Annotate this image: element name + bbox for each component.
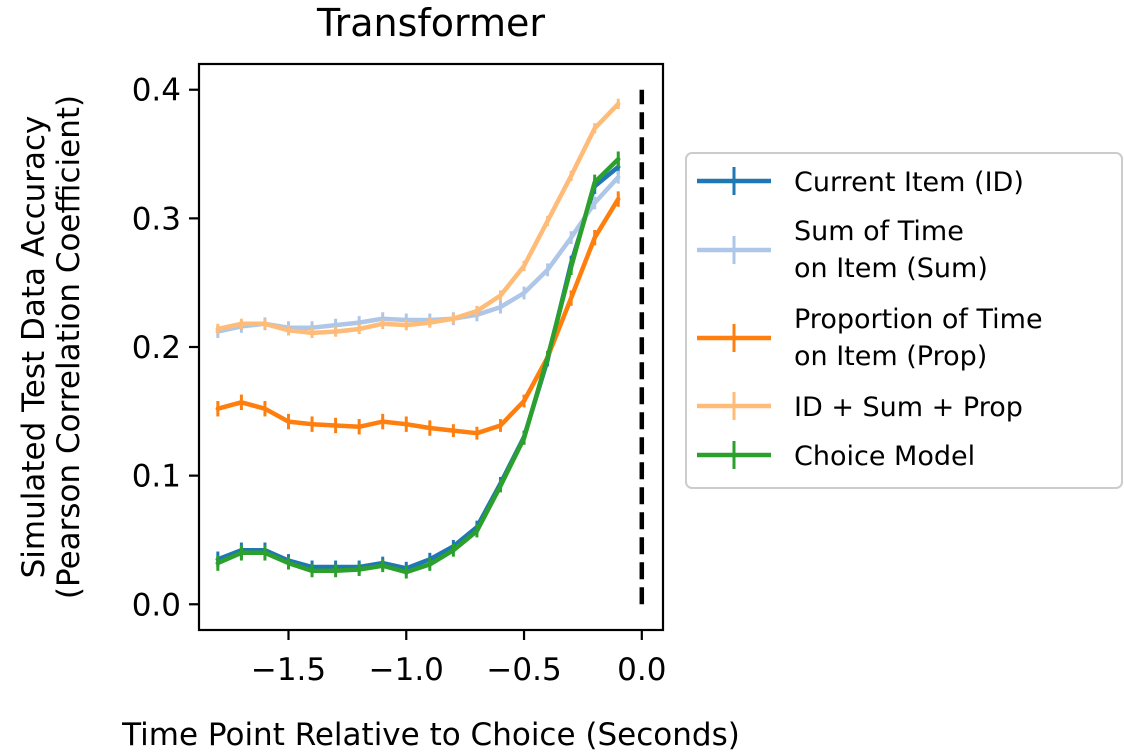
y-tick-label: 0.4 xyxy=(132,73,181,109)
series-layer xyxy=(215,98,621,579)
y-tick-label: 0.2 xyxy=(132,330,181,366)
y-axis-label-line-2: (Pearson Correlation Coefficient) xyxy=(51,95,87,599)
y-tick-label: 0.0 xyxy=(132,587,181,623)
legend-label: Current Item (ID) xyxy=(794,167,1024,198)
series-1-line xyxy=(215,164,621,571)
series-4 xyxy=(215,98,621,338)
series-4-line xyxy=(215,101,621,336)
y-axis: 0.0 0.1 0.2 0.3 0.4 xyxy=(132,73,199,623)
series-5 xyxy=(215,151,621,579)
y-axis-label: Simulated Test Data Accuracy (Pearson Co… xyxy=(16,95,87,599)
y-tick-label: 0.1 xyxy=(132,459,181,495)
legend-entry-2: Sum of Time on Item (Sum) xyxy=(697,216,988,284)
legend-entries: Current Item (ID) Sum of Time on Item (Sum… xyxy=(697,167,1043,472)
plot-area xyxy=(197,62,665,632)
legend-entry-4: ID + Sum + Prop xyxy=(697,392,1023,423)
x-axis: −1.5 −1.0 −0.5 0.0 xyxy=(251,630,666,688)
x-tick-label: −0.5 xyxy=(486,652,561,688)
legend-entry-1: Current Item (ID) xyxy=(697,167,1024,198)
legend-entry-5: Choice Model xyxy=(697,441,975,472)
legend-frame xyxy=(685,152,1123,489)
plot-frame xyxy=(197,62,665,632)
x-tick-label: 0.0 xyxy=(617,652,666,688)
y-axis-label-line-1: Simulated Test Data Accuracy xyxy=(16,116,52,579)
legend-label: Sum of Time xyxy=(794,216,964,247)
chart-title: Transformer xyxy=(316,1,545,45)
legend-label: on Item (Sum) xyxy=(794,253,988,284)
legend-label: Proportion of Time xyxy=(794,304,1043,335)
legend-entry-3: Proportion of Time on Item (Prop) xyxy=(697,304,1043,372)
series-5-line xyxy=(215,156,621,575)
series-1 xyxy=(215,159,621,575)
legend-label: Choice Model xyxy=(794,441,975,472)
x-axis-label: Time Point Relative to Choice (Seconds) xyxy=(121,717,740,753)
legend-label: ID + Sum + Prop xyxy=(794,392,1023,423)
legend: Current Item (ID) Sum of Time on Item (Sum… xyxy=(685,152,1123,489)
x-tick-label: −1.0 xyxy=(369,652,444,688)
x-tick-label: −1.5 xyxy=(251,652,326,688)
legend-label: on Item (Prop) xyxy=(794,341,987,372)
y-tick-label: 0.3 xyxy=(132,201,181,237)
